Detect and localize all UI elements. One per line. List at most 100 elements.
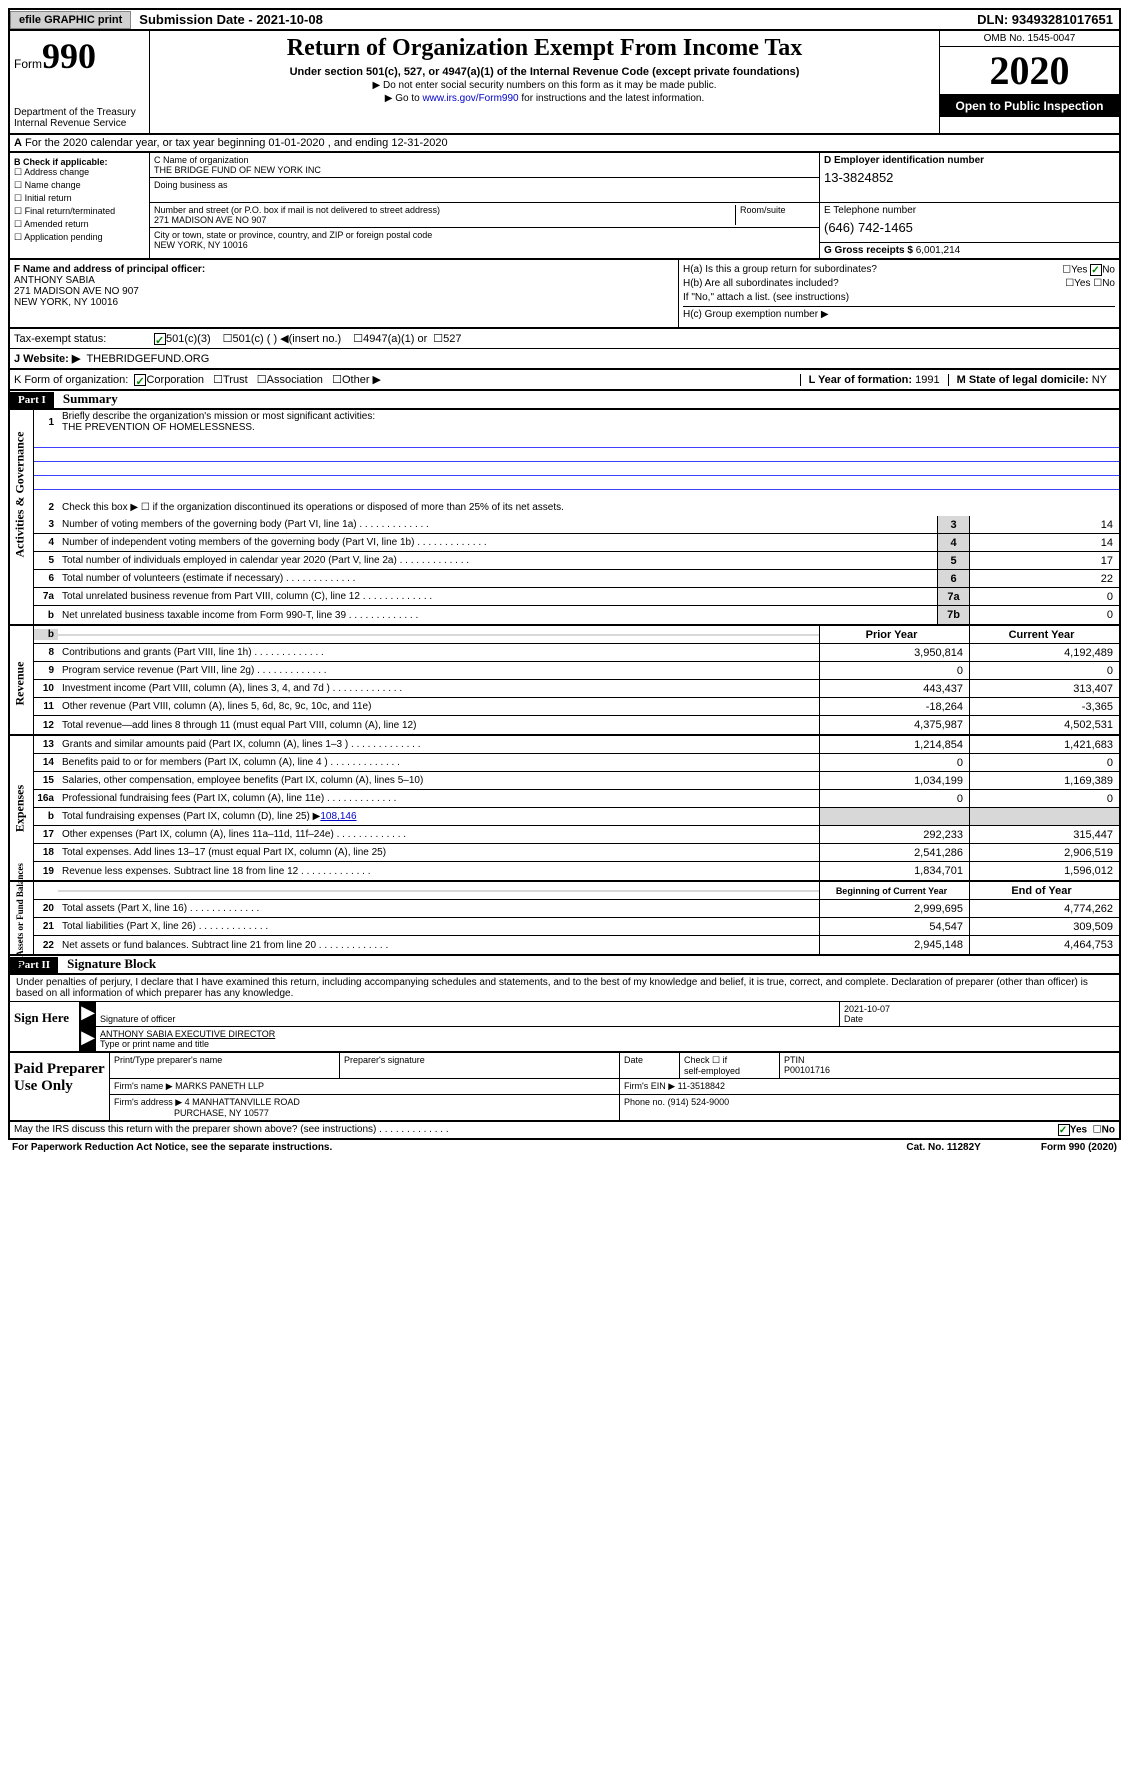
line8-text: Contributions and grants (Part VIII, lin… <box>58 646 819 659</box>
perjury-declaration: Under penalties of perjury, I declare th… <box>10 975 1119 1002</box>
line12-prior: 4,375,987 <box>819 716 969 734</box>
ein-label: D Employer identification number <box>824 155 984 166</box>
submission-date: Submission Date - 2021-10-08 <box>133 10 329 29</box>
sig-date-label: Date <box>844 1014 863 1024</box>
prep-date-label: Date <box>624 1055 643 1065</box>
hc-label: H(c) Group exemption number ▶ <box>683 309 829 320</box>
line22-current: 4,464,753 <box>969 936 1119 954</box>
line10-text: Investment income (Part VIII, column (A)… <box>58 682 819 695</box>
line9-current: 0 <box>969 662 1119 679</box>
line22-text: Net assets or fund balances. Subtract li… <box>58 939 819 952</box>
opt-501c: 501(c) ( ) ◀(insert no.) <box>233 332 342 345</box>
net-side-label: Net Assets or Fund Balances <box>15 872 25 972</box>
preparer-block: Paid Preparer Use Only Print/Type prepar… <box>8 1053 1121 1122</box>
chk-address-change[interactable]: ☐ Address change <box>14 167 145 178</box>
line14-text: Benefits paid to or for members (Part IX… <box>58 756 819 769</box>
line19-text: Revenue less expenses. Subtract line 18 … <box>58 865 819 878</box>
org-name-label: C Name of organization <box>154 155 249 165</box>
ptin-value: P00101716 <box>784 1065 830 1075</box>
line6-value: 22 <box>969 570 1119 587</box>
beginning-year-header: Beginning of Current Year <box>819 882 969 899</box>
line21-current: 309,509 <box>969 918 1119 935</box>
room-label: Room/suite <box>740 205 786 215</box>
line16a-text: Professional fundraising fees (Part IX, … <box>58 792 819 805</box>
line21-text: Total liabilities (Part X, line 26) <box>58 920 819 933</box>
website-row: J Website: ▶ THEBRIDGEFUND.ORG <box>8 349 1121 370</box>
chk-initial-return[interactable]: ☐ Initial return <box>14 193 145 204</box>
efile-print-button[interactable]: efile GRAPHIC print <box>10 11 131 29</box>
part1-title: Summary <box>63 391 118 406</box>
gross-receipts-value: 6,001,214 <box>916 245 961 256</box>
line1-text: Briefly describe the organization's miss… <box>62 411 375 422</box>
omb-number: OMB No. 1545-0047 <box>940 31 1119 47</box>
self-emp-label2: self-employed <box>684 1066 740 1076</box>
firm-addr1: 4 MANHATTANVILLE ROAD <box>185 1097 300 1107</box>
hb-label: H(b) Are all subordinates included? <box>683 278 839 289</box>
firm-phone-value: (914) 524-9000 <box>668 1097 730 1107</box>
chk-name-change[interactable]: ☐ Name change <box>14 180 145 191</box>
line4-text: Number of independent voting members of … <box>58 536 937 549</box>
city-state-zip: NEW YORK, NY 10016 <box>154 240 248 250</box>
chk-app-pending[interactable]: ☐ Application pending <box>14 232 145 243</box>
yes-label: Yes <box>1070 1125 1087 1136</box>
firm-ein-value: 11-3518842 <box>678 1081 725 1091</box>
discuss-text: May the IRS discuss this return with the… <box>14 1124 449 1136</box>
ha-label: H(a) Is this a group return for subordin… <box>683 264 877 275</box>
phone-value: (646) 742-1465 <box>824 220 1115 235</box>
prior-year-header: Prior Year <box>819 626 969 643</box>
hb-note: If "No," attach a list. (see instruction… <box>683 292 1115 303</box>
year-formation-label: L Year of formation: <box>809 374 913 386</box>
domicile-value: NY <box>1092 374 1107 386</box>
tax-year-range: For the 2020 calendar year, or tax year … <box>25 137 448 149</box>
line19-current: 1,596,012 <box>969 862 1119 880</box>
section-a-tax-year: A For the 2020 calendar year, or tax yea… <box>8 135 1121 153</box>
line17-current: 315,447 <box>969 826 1119 843</box>
opt-4947: 4947(a)(1) or <box>363 333 427 345</box>
officer-name: ANTHONY SABIA <box>14 275 95 286</box>
footer-note: For Paperwork Reduction Act Notice, see … <box>8 1140 1121 1155</box>
line15-text: Salaries, other compensation, employee b… <box>58 774 819 787</box>
box-b-label: B Check if applicable: <box>14 157 145 167</box>
firm-addr-label: Firm's address ▶ <box>114 1097 182 1107</box>
line16a-current: 0 <box>969 790 1119 807</box>
opt-527: 527 <box>443 333 461 345</box>
firm-name-value: MARKS PANETH LLP <box>175 1081 264 1091</box>
sig-arrow-icon: ▶ <box>80 1027 96 1051</box>
line17-prior: 292,233 <box>819 826 969 843</box>
department-label: Department of the Treasury Internal Reve… <box>14 107 145 129</box>
instructions-link-line: ▶ Go to www.irs.gov/Form990 for instruct… <box>154 93 935 104</box>
governance-section: Activities & Governance 1Briefly describ… <box>8 410 1121 626</box>
line15-prior: 1,034,199 <box>819 772 969 789</box>
irs-link[interactable]: www.irs.gov/Form990 <box>422 93 518 104</box>
line12-text: Total revenue—add lines 8 through 11 (mu… <box>58 719 819 732</box>
goto-text: ▶ Go to <box>385 93 423 104</box>
officer-label: F Name and address of principal officer: <box>14 264 205 275</box>
line14-prior: 0 <box>819 754 969 771</box>
dln-number: DLN: 93493281017651 <box>971 10 1119 29</box>
firm-phone-label: Phone no. <box>624 1097 665 1107</box>
chk-final-return[interactable]: ☐ Final return/terminated <box>14 206 145 217</box>
domicile-label: M State of legal domicile: <box>957 374 1089 386</box>
line5-text: Total number of individuals employed in … <box>58 554 937 567</box>
chk-corporation[interactable] <box>134 374 146 386</box>
sig-date-value: 2021-10-07 <box>844 1004 890 1014</box>
ssn-notice: ▶ Do not enter social security numbers o… <box>154 80 935 91</box>
addr-label: Number and street (or P.O. box if mail i… <box>154 205 440 215</box>
ha-no-checkbox[interactable] <box>1090 264 1102 276</box>
line14-current: 0 <box>969 754 1119 771</box>
sig-arrow-icon: ▶ <box>80 1002 96 1026</box>
line18-text: Total expenses. Add lines 13–17 (must eq… <box>58 846 819 859</box>
ein-value: 13-3824852 <box>824 170 1115 185</box>
catalog-number: Cat. No. 11282Y <box>906 1142 980 1153</box>
line5-value: 17 <box>969 552 1119 569</box>
chk-amended[interactable]: ☐ Amended return <box>14 219 145 230</box>
line8-prior: 3,950,814 <box>819 644 969 661</box>
street-address: 271 MADISON AVE NO 907 <box>154 215 266 225</box>
chk-501c3[interactable] <box>154 333 166 345</box>
phone-label: E Telephone number <box>824 205 916 216</box>
part2-title: Signature Block <box>67 956 156 971</box>
discuss-yes-checkbox[interactable] <box>1058 1124 1070 1136</box>
line2-text: Check this box ▶ ☐ if the organization d… <box>58 501 1119 514</box>
sign-here-label: Sign Here <box>10 1002 80 1051</box>
officer-group-row: F Name and address of principal officer:… <box>8 260 1121 329</box>
